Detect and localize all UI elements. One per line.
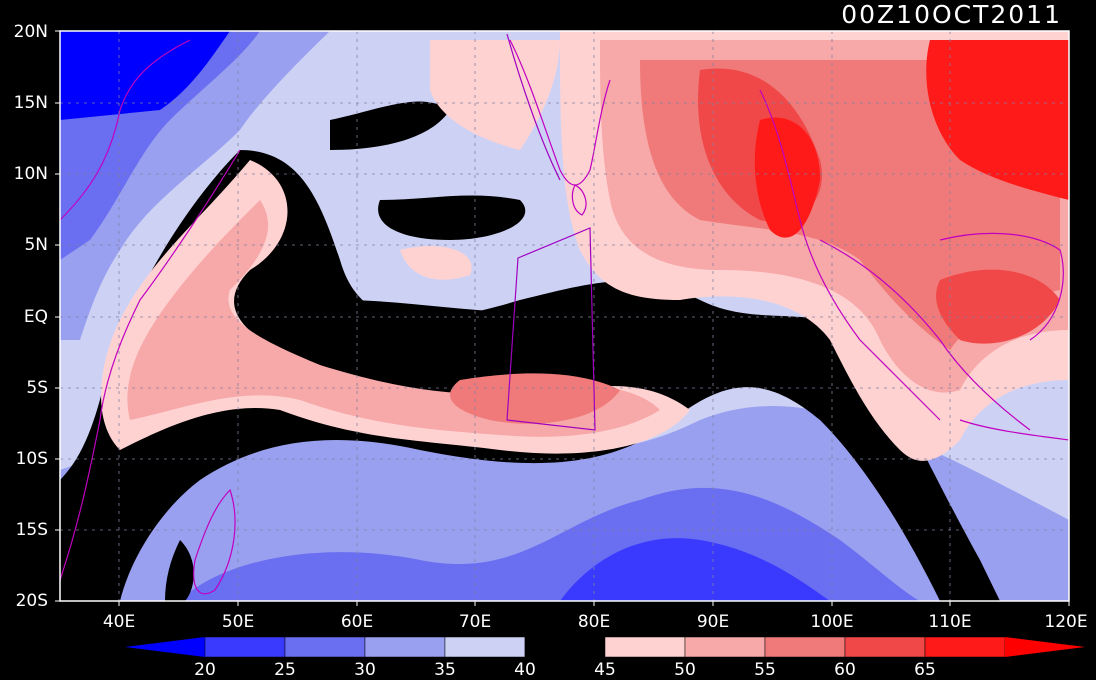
coast-borneo [939, 232, 1064, 341]
lat-label-10n: 10N [13, 164, 48, 184]
lat-label-20s: 20S [15, 591, 48, 611]
colorbar-label-50: 50 [674, 660, 696, 680]
colorbar-label-30: 30 [354, 660, 376, 680]
field-china-deep-red [926, 40, 1069, 200]
lat-label-20n: 20N [13, 22, 48, 42]
lat-label-eq: EQ [23, 307, 48, 327]
colorbar-segment [204, 636, 286, 658]
colorbar-label-35: 35 [434, 660, 456, 680]
field-blob-black [378, 195, 526, 240]
colorbar-arrow-high [1005, 637, 1085, 657]
colorbar-segment [444, 636, 526, 658]
field-arc-mid-red [450, 373, 620, 424]
lon-label-100e: 100E [810, 612, 854, 632]
lon-label-110e: 110E [928, 612, 972, 632]
lon-label-120e: 120E [1044, 612, 1088, 632]
lon-label-40e: 40E [102, 612, 136, 632]
colorbar-segment [764, 636, 846, 658]
lon-label-80e: 80E [577, 612, 611, 632]
colorbar-segment [844, 636, 926, 658]
coast-java [959, 419, 1069, 441]
lat-label-5n: 5N [24, 235, 48, 255]
lon-label-50e: 50E [221, 612, 255, 632]
field-borneo-red [936, 269, 1060, 344]
grid-lines [60, 31, 1069, 601]
lat-label-10s: 10S [15, 449, 48, 469]
colorbar-arrow-low [125, 637, 205, 657]
boundary-polygon [506, 33, 596, 431]
field-arabian-black [330, 101, 450, 150]
field-blob-pale-red [400, 246, 472, 280]
map-frame [59, 30, 1070, 602]
colorbar-label-65: 65 [914, 660, 936, 680]
colorbar-label-20: 20 [194, 660, 216, 680]
colorbar-segment [364, 636, 446, 658]
axis-ticks [55, 30, 1070, 606]
coastlines [60, 39, 1069, 595]
field-nw-deep-blue [60, 31, 230, 120]
colorbar-segment [524, 636, 606, 658]
lon-label-90e: 90E [696, 612, 730, 632]
field-south-blue [560, 538, 830, 601]
field-arc-light-red [127, 200, 661, 437]
field-layers [60, 31, 1069, 601]
colorbar-segment [284, 636, 366, 658]
coast-madagascar [193, 488, 236, 595]
field-madagascar-black [165, 540, 194, 601]
timestamp-label: 00Z10OCT2011 [841, 0, 1062, 29]
field-india-pale-red [430, 40, 560, 150]
lat-label-5s: 5S [26, 378, 48, 398]
coast-sumatra [819, 239, 1031, 431]
field-equator-black [340, 300, 780, 349]
colorbar-segment [924, 636, 1006, 658]
coast-east-africa [60, 149, 241, 581]
colorbar-segment [684, 636, 766, 658]
colorbar-label-25: 25 [274, 660, 296, 680]
colorbar-label-45: 45 [594, 660, 616, 680]
lon-label-70e: 70E [458, 612, 492, 632]
colorbar-label-55: 55 [754, 660, 776, 680]
colorbar-segment [604, 636, 686, 658]
coast-srilanka [571, 184, 587, 216]
colorbar-label-40: 40 [514, 660, 536, 680]
coast-se-asia [759, 89, 941, 421]
colorbar [125, 636, 1085, 658]
lat-label-15n: 15N [13, 93, 48, 113]
field-thailand-deep-red [754, 117, 820, 238]
coast-india [509, 39, 611, 186]
lon-label-60e: 60E [340, 612, 374, 632]
coast-arabia [60, 39, 191, 221]
colorbar-label-60: 60 [834, 660, 856, 680]
lat-label-15s: 15S [15, 520, 48, 540]
